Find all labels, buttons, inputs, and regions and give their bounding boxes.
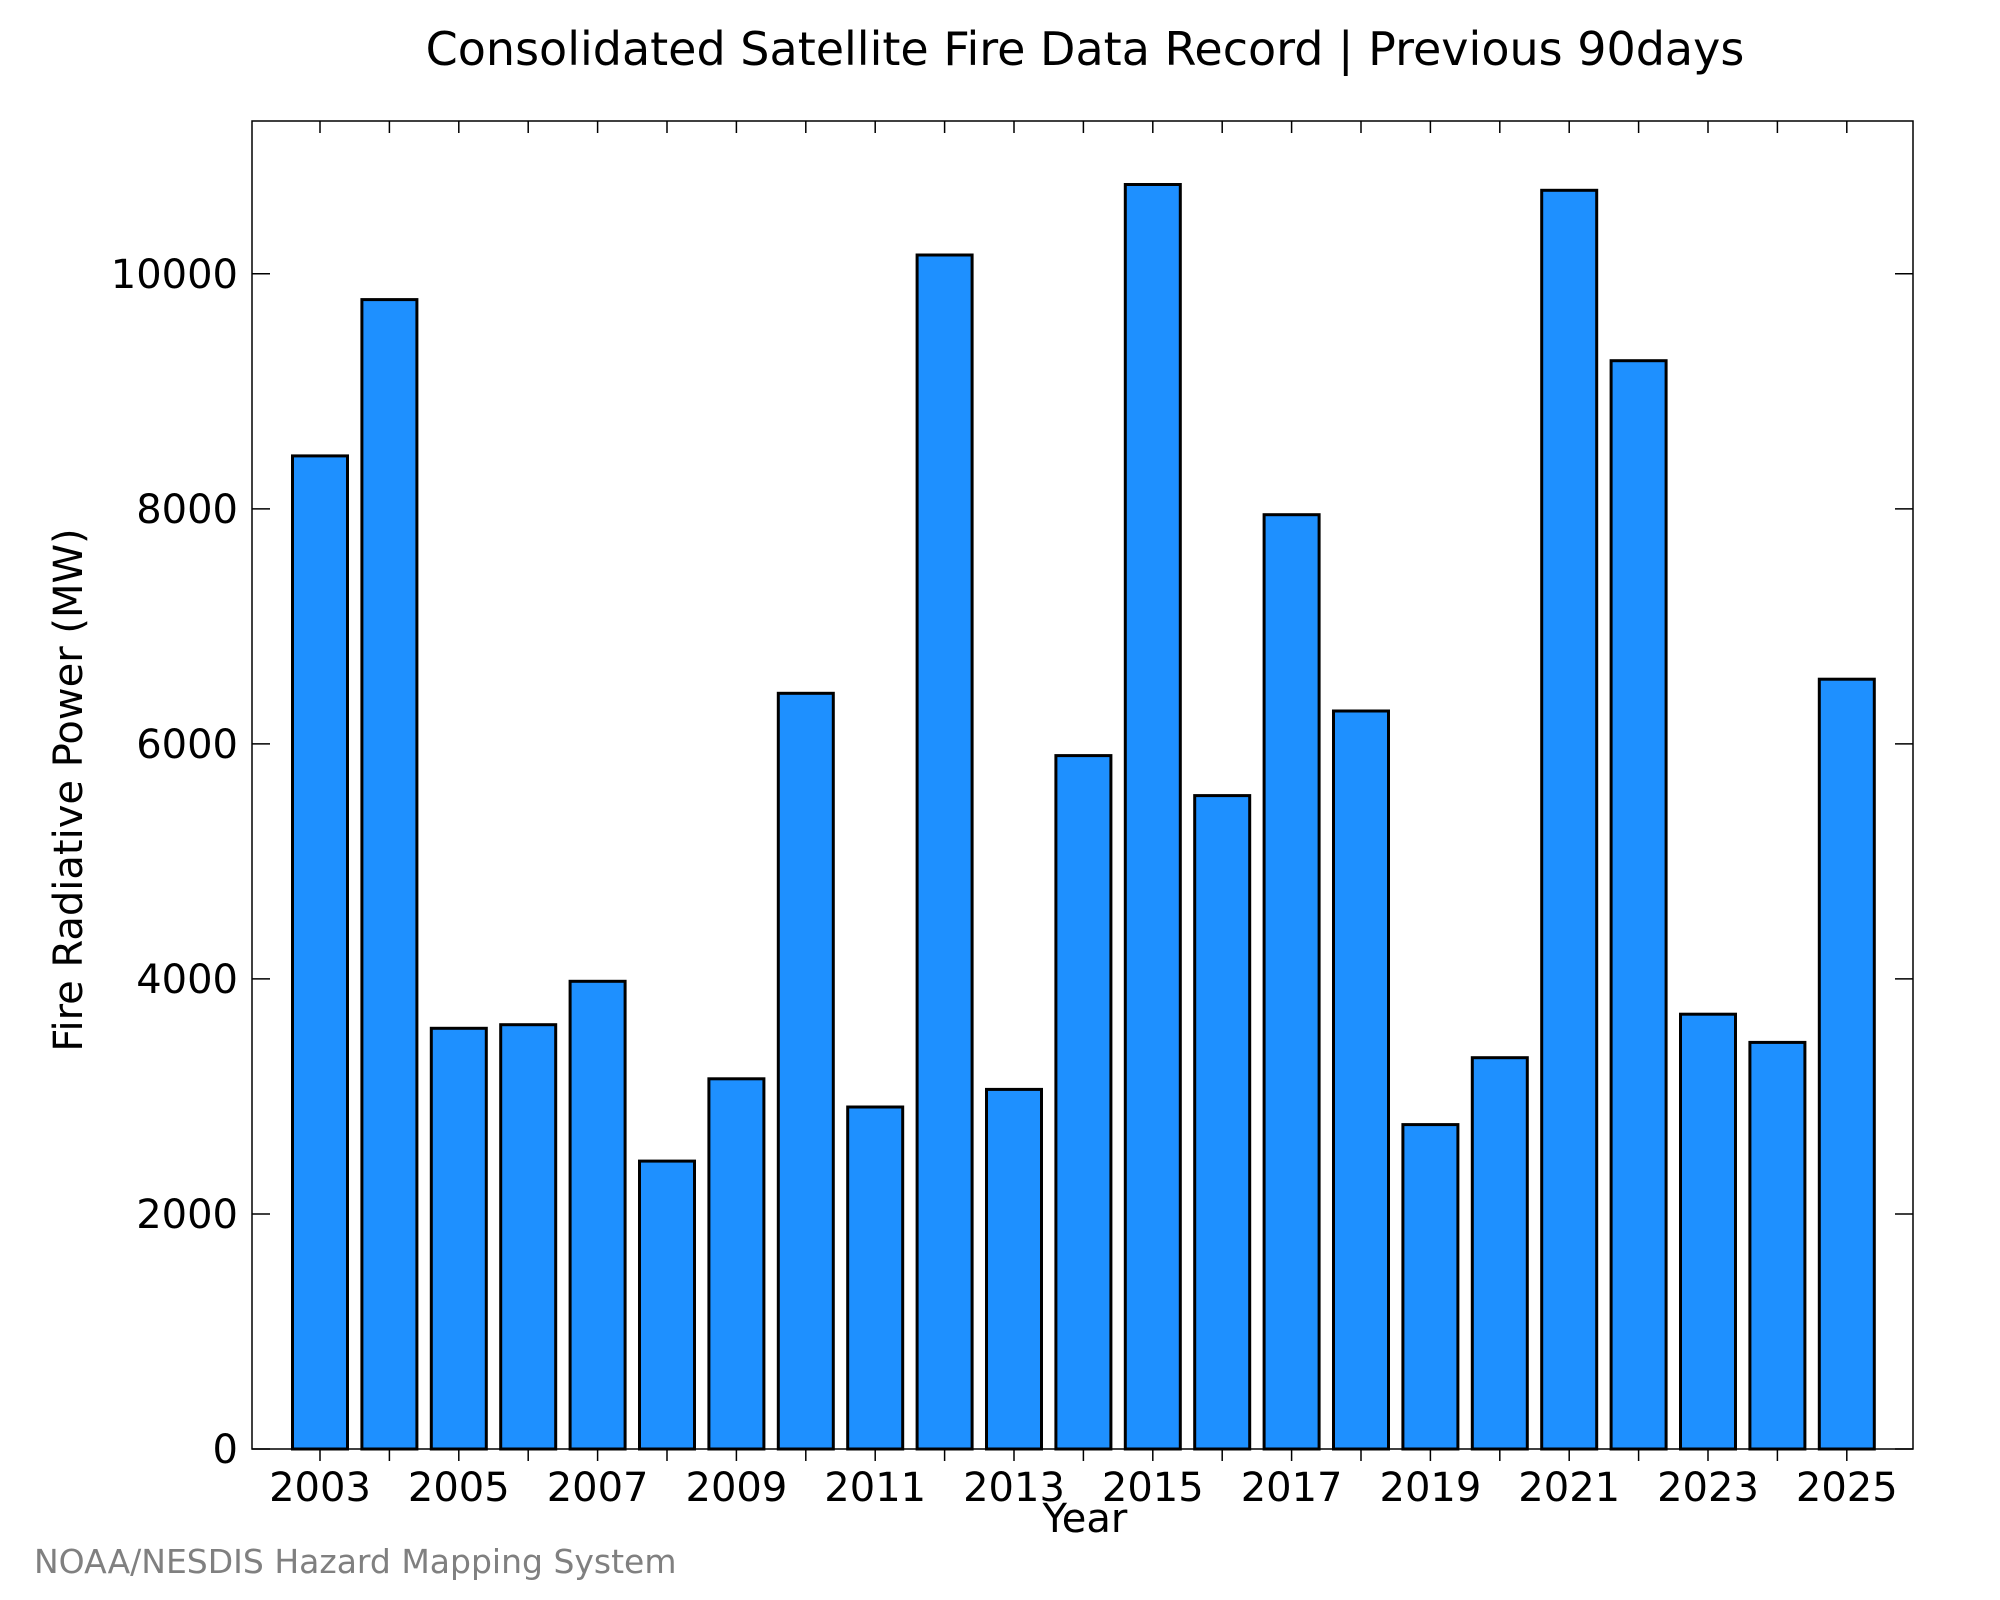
bar-2008 <box>638 1159 696 1451</box>
x-tick-label: 2003 <box>269 1465 371 1511</box>
y-tick-label: 2000 <box>136 1192 238 1238</box>
x-tick-label: 2011 <box>824 1465 926 1511</box>
bar-2021 <box>1540 188 1599 1451</box>
plot-frame <box>251 120 1914 1450</box>
bar-2012 <box>915 253 974 1451</box>
bar-2025 <box>1817 677 1876 1451</box>
bar-2019 <box>1401 1123 1460 1451</box>
bar-2009 <box>707 1077 766 1451</box>
bars-group <box>291 183 1876 1451</box>
x-tick-label: 2005 <box>408 1465 510 1511</box>
x-tick-label: 2013 <box>963 1465 1065 1511</box>
bar-2004 <box>360 298 419 1451</box>
x-tick-label: 2021 <box>1518 1465 1620 1511</box>
y-tick-label: 10000 <box>111 252 238 298</box>
bar-2013 <box>985 1087 1043 1451</box>
y-axis-label: Fire Radiative Power (MW) <box>46 528 92 1051</box>
chart-title: Consolidated Satellite Fire Data Record … <box>426 22 1745 77</box>
bar-2020 <box>1470 1056 1529 1451</box>
bar-2023 <box>1679 1012 1737 1451</box>
bar-2015 <box>1123 183 1182 1451</box>
x-tick-label: 2017 <box>1241 1465 1343 1511</box>
x-tick-label: 2009 <box>686 1465 788 1511</box>
axes-group: 0 2000 4000 6000 8000 10000 2003 2005 2007 2009 20… <box>111 120 1914 1511</box>
x-tick-label: 2023 <box>1657 1465 1759 1511</box>
bar-2005 <box>429 1026 488 1451</box>
y-tick-label: 4000 <box>136 957 238 1003</box>
x-tick-label: 2007 <box>547 1465 649 1511</box>
bar-2010 <box>776 691 835 1451</box>
bar-2007 <box>568 979 627 1451</box>
x-tick-label: 2015 <box>1102 1465 1204 1511</box>
bar-2024 <box>1748 1040 1807 1451</box>
bar-2003 <box>291 454 349 1451</box>
credit-text: NOAA/NESDIS Hazard Mapping System <box>34 1542 677 1581</box>
bar-2014 <box>1054 754 1113 1451</box>
y-tick-label: 6000 <box>136 722 238 768</box>
bar-2006 <box>499 1023 558 1451</box>
bar-2018 <box>1332 709 1390 1451</box>
y-tick-label: 8000 <box>136 487 238 533</box>
bar-2011 <box>846 1105 905 1451</box>
bar-2022 <box>1609 359 1668 1451</box>
x-axis-label: Year <box>1042 1496 1128 1542</box>
bar-2016 <box>1193 794 1252 1451</box>
bar-2017 <box>1262 513 1321 1451</box>
y-tick-label: 0 <box>213 1427 238 1473</box>
x-tick-label: 2019 <box>1380 1465 1482 1511</box>
x-tick-label: 2025 <box>1796 1465 1898 1511</box>
